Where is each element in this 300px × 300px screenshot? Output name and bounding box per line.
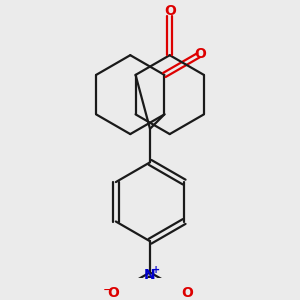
- Text: N: N: [144, 268, 156, 282]
- Text: O: O: [181, 286, 193, 299]
- Text: O: O: [194, 47, 206, 61]
- Text: −: −: [103, 284, 113, 297]
- Text: +: +: [152, 265, 160, 275]
- Text: O: O: [164, 4, 176, 18]
- Text: O: O: [107, 286, 119, 299]
